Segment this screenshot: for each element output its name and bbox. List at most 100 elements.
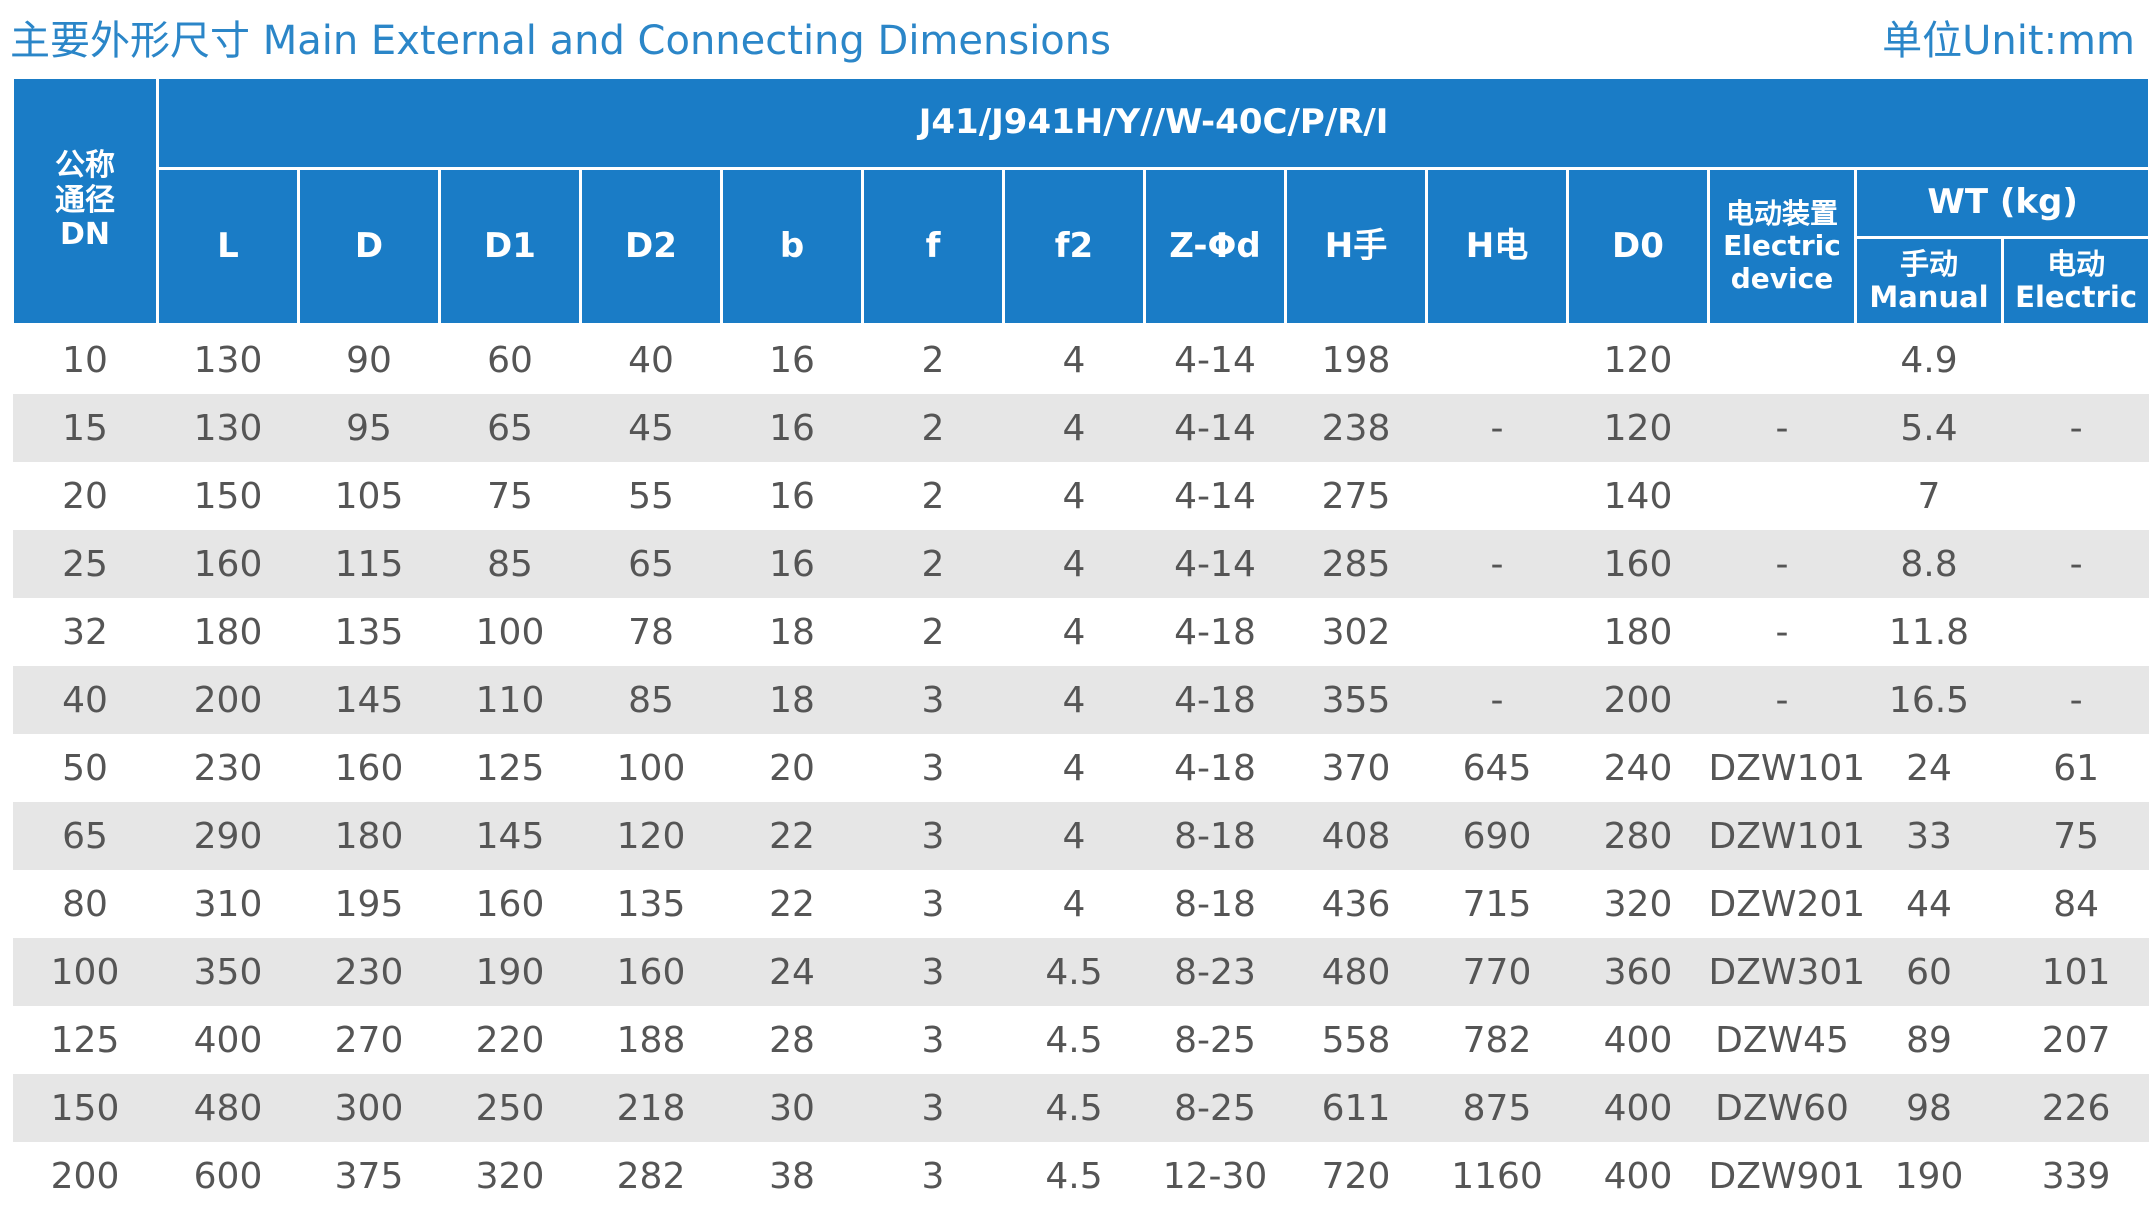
table-cell: 16 [721,324,863,394]
table-cell: 218 [580,1074,722,1142]
table-cell: 65 [439,394,581,462]
table-cell: 22 [721,802,863,870]
table-cell: 110 [439,666,581,734]
table-cell: 3 [862,666,1004,734]
table-cell: 85 [580,666,722,734]
table-cell: 145 [439,802,581,870]
table-row: 32 180 135 100 78 18 2 4 4-18 302 180-11.8 [12,598,2149,666]
dn-header: 公称 通径 DN [11,76,159,326]
table-cell: 60 [439,324,581,394]
table-cell: - [1426,394,1568,462]
table-cell: 130 [157,394,299,462]
table-cell: 25 [12,530,158,598]
table-cell: DZW301 [1708,938,1865,1006]
table-row: 10 130 90 60 40 16 2 4 4-14 198 120 4.9 [12,324,2149,394]
table-cell: 160 [580,938,722,1006]
table-cell: 4 [1003,530,1145,598]
table-cell: 4 [1003,802,1145,870]
table-cell: 400 [1567,1074,1709,1142]
table-cell: 200 [12,1142,158,1210]
table-cell: 40 [580,324,722,394]
table-cell: 4.9 [1855,324,2003,394]
table-cell: 45 [580,394,722,462]
table-cell: 10 [12,324,158,394]
table-cell: 480 [157,1074,299,1142]
table-cell: 135 [580,870,722,938]
column-header: Z-Φd [1143,167,1287,326]
table-cell: 300 [298,1074,440,1142]
table-cell: 120 [580,802,722,870]
title-bar: 主要外形尺寸 Main External and Connecting Dime… [0,0,2149,76]
table-cell: 16 [721,530,863,598]
table-cell: 16 [721,462,863,530]
table-cell [1708,324,1856,394]
table-cell: DZW60 [1708,1074,1856,1142]
table-cell [2002,598,2149,666]
table-cell: 370 [1285,734,1427,802]
table-cell: 611 [1285,1074,1427,1142]
wt-electric-header: 电动 Electric [2000,236,2149,326]
table-cell: 375 [298,1142,440,1210]
table-cell: 180 [298,802,440,870]
table-cell: 105 [298,462,440,530]
table-cell: 226 [2002,1074,2149,1142]
table-cell: 24 [1855,734,2003,802]
table-cell: 4-14 [1144,324,1286,394]
table-cell: 4 [1003,394,1145,462]
table-cell: 32 [12,598,158,666]
table-cell: 160 [439,870,581,938]
table-cell: 20 [721,734,863,802]
table-row: 15 130 95 65 45 16 2 4 4-14 238-120-5.4- [12,394,2149,462]
table-cell: 645 [1426,734,1568,802]
table-cell: 85 [439,530,581,598]
table-cell: 8-18 [1144,802,1286,870]
table-cell: 436 [1285,870,1427,938]
table-cell: 400 [1567,1142,1709,1210]
table-cell: 250 [439,1074,581,1142]
table-cell [2002,462,2149,530]
electric-device-header-line: Electric [1723,229,1841,263]
table-cell: 400 [157,1006,299,1074]
table-cell: 320 [439,1142,581,1210]
table-cell: 115 [298,530,440,598]
table-cell: - [2002,666,2149,734]
table-cell: 11.8 [1855,598,2003,666]
column-header: D [297,167,441,326]
table-cell: 3 [862,1006,1004,1074]
table-cell: - [1708,394,1856,462]
table-cell: 1160 [1426,1142,1568,1210]
table-cell: 690 [1426,802,1568,870]
table-cell: 100 [580,734,722,802]
table-row: 125 400 270 220 188 28 3 4.5 8-25 558 782 400 DZW45 8… [12,1006,2149,1074]
table-cell: 4 [1003,870,1145,938]
table-cell: 160 [157,530,299,598]
table-cell: 355 [1285,666,1427,734]
table-cell: 408 [1285,802,1427,870]
table-cell: 280 [1567,802,1709,870]
wt-electric-header-line: 电动 [2047,246,2106,281]
table-cell: DZW101 [1708,734,1865,802]
table-cell: 200 [1567,666,1709,734]
table-cell: 238 [1285,394,1427,462]
table-cell: 5.4 [1855,394,2003,462]
dn-header-line: DN [59,217,110,253]
column-header: D0 [1566,167,1710,326]
table-cell: 200 [157,666,299,734]
table-cell: 770 [1426,938,1568,1006]
table-cell: 2 [862,394,1004,462]
dimensions-table: 公称 通径 DN J41/J941H/Y//W-40C/P/R/I L D D1… [11,76,2149,1210]
column-header: b [720,167,864,326]
table-cell: 4.5 [1003,1074,1145,1142]
table-cell: 188 [580,1006,722,1074]
table-cell: 101 [2002,938,2149,1006]
table-cell: 4-14 [1144,530,1286,598]
table-cell: 65 [12,802,158,870]
table-cell: 98 [1855,1074,2003,1142]
table-cell: 8-18 [1144,870,1286,938]
table-cell: DZW901 [1708,1142,1865,1210]
table-cell: 230 [157,734,299,802]
table-cell [1426,324,1568,394]
table-cell: - [1708,666,1856,734]
table-cell: 15 [12,394,158,462]
table-cell: DZW101 [1708,802,1865,870]
